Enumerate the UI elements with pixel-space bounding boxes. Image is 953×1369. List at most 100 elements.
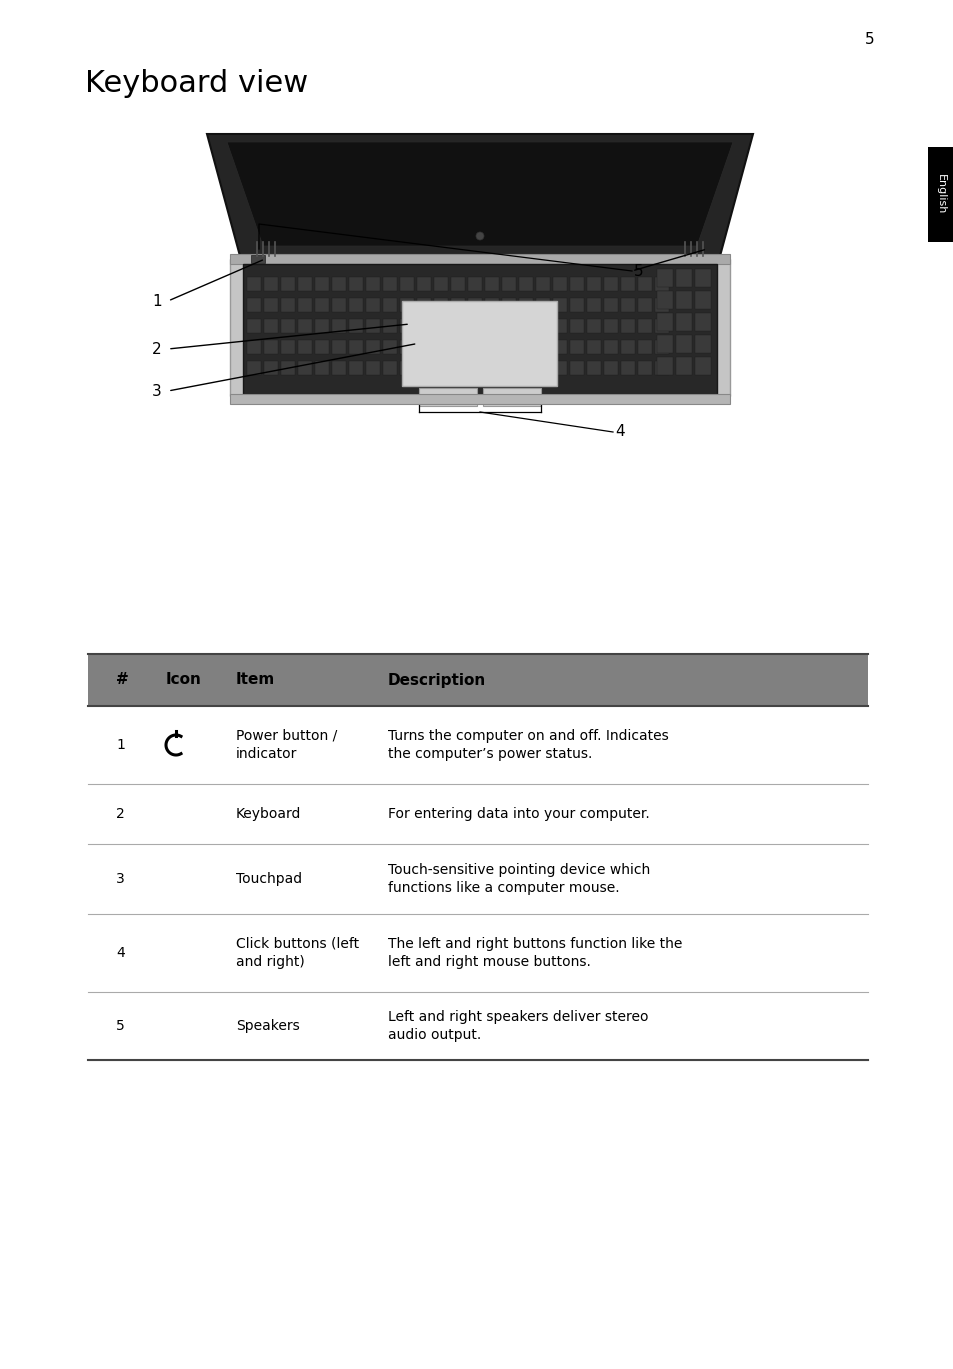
Bar xyxy=(484,277,498,292)
Bar xyxy=(264,319,277,333)
Bar xyxy=(247,361,261,375)
Bar xyxy=(655,298,668,312)
Bar xyxy=(297,340,312,355)
Text: Click buttons (left
and right): Click buttons (left and right) xyxy=(235,936,358,969)
Text: Turns the computer on and off. Indicates
the computer’s power status.: Turns the computer on and off. Indicates… xyxy=(388,728,668,761)
Bar xyxy=(695,357,710,375)
Bar xyxy=(638,340,651,355)
Bar xyxy=(349,277,363,292)
Text: Keyboard: Keyboard xyxy=(235,806,301,821)
Bar xyxy=(349,319,363,333)
Bar xyxy=(314,361,329,375)
Bar xyxy=(676,335,691,353)
Bar xyxy=(586,319,600,333)
Bar xyxy=(264,277,277,292)
Bar xyxy=(297,277,312,292)
Text: Icon: Icon xyxy=(166,672,202,687)
Text: 1: 1 xyxy=(116,738,125,752)
Bar xyxy=(332,340,346,355)
Bar xyxy=(251,255,265,263)
Bar xyxy=(927,146,953,241)
Bar xyxy=(501,361,516,375)
Bar xyxy=(366,277,379,292)
Bar xyxy=(416,277,431,292)
Bar xyxy=(468,277,481,292)
Bar xyxy=(88,993,867,1060)
Bar xyxy=(518,277,533,292)
Bar xyxy=(434,340,448,355)
Bar xyxy=(657,292,672,309)
Bar xyxy=(620,298,635,312)
Text: Touch-sensitive pointing device which
functions like a computer mouse.: Touch-sensitive pointing device which fu… xyxy=(388,862,650,895)
Bar xyxy=(586,298,600,312)
Bar xyxy=(603,277,618,292)
Bar xyxy=(638,319,651,333)
Bar xyxy=(416,340,431,355)
Text: 5: 5 xyxy=(634,263,643,278)
Bar xyxy=(536,298,550,312)
Bar xyxy=(247,277,261,292)
Bar xyxy=(399,340,414,355)
Bar xyxy=(518,361,533,375)
Bar xyxy=(332,277,346,292)
Bar xyxy=(451,340,464,355)
Bar xyxy=(399,277,414,292)
Bar xyxy=(349,361,363,375)
Bar xyxy=(603,340,618,355)
Polygon shape xyxy=(207,134,752,256)
Bar xyxy=(451,298,464,312)
Bar xyxy=(484,298,498,312)
Bar xyxy=(484,361,498,375)
Bar xyxy=(655,361,668,375)
Bar xyxy=(501,277,516,292)
Text: The left and right buttons function like the
left and right mouse buttons.: The left and right buttons function like… xyxy=(388,936,681,969)
Bar xyxy=(695,268,710,287)
Bar xyxy=(243,264,717,394)
Bar xyxy=(655,319,668,333)
Bar xyxy=(332,298,346,312)
Bar xyxy=(586,361,600,375)
Bar xyxy=(314,277,329,292)
Bar xyxy=(247,298,261,312)
Bar xyxy=(553,277,566,292)
Bar xyxy=(695,314,710,331)
Bar xyxy=(416,298,431,312)
Bar xyxy=(382,277,396,292)
Text: English: English xyxy=(935,174,945,214)
Bar xyxy=(230,394,729,404)
Bar xyxy=(638,298,651,312)
Bar xyxy=(657,314,672,331)
Bar xyxy=(434,361,448,375)
Bar xyxy=(569,361,583,375)
Bar xyxy=(536,277,550,292)
Bar xyxy=(518,340,533,355)
Bar xyxy=(501,340,516,355)
Bar xyxy=(518,319,533,333)
Bar xyxy=(399,361,414,375)
Bar xyxy=(676,357,691,375)
Bar xyxy=(416,361,431,375)
Bar xyxy=(553,361,566,375)
Bar xyxy=(88,784,867,845)
Bar xyxy=(484,319,498,333)
Bar xyxy=(434,319,448,333)
Text: 4: 4 xyxy=(116,946,125,960)
Bar xyxy=(264,298,277,312)
Bar xyxy=(281,277,294,292)
Bar xyxy=(434,277,448,292)
Bar xyxy=(281,361,294,375)
Bar xyxy=(281,340,294,355)
Text: 1: 1 xyxy=(152,293,161,308)
Text: Speakers: Speakers xyxy=(235,1019,299,1034)
Bar xyxy=(553,298,566,312)
Bar xyxy=(536,361,550,375)
Bar xyxy=(366,340,379,355)
Bar xyxy=(297,298,312,312)
Text: 5: 5 xyxy=(864,31,874,47)
Text: For entering data into your computer.: For entering data into your computer. xyxy=(388,806,649,821)
Bar xyxy=(676,268,691,287)
Bar xyxy=(468,361,481,375)
Bar xyxy=(434,298,448,312)
Bar xyxy=(230,255,729,264)
Bar xyxy=(314,340,329,355)
